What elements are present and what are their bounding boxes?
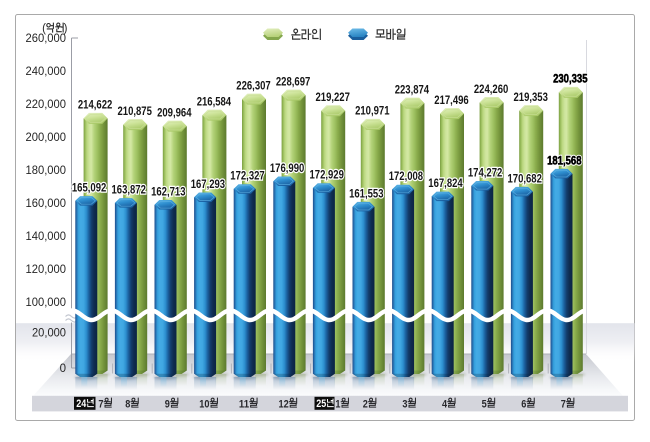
svg-text:2: 2	[363, 399, 368, 411]
svg-text:11: 11	[239, 399, 250, 411]
svg-text:167,824: 167,824	[428, 176, 463, 190]
svg-text:224,260: 224,260	[474, 82, 509, 96]
svg-text:167,293: 167,293	[191, 177, 226, 191]
svg-text:163,872: 163,872	[112, 183, 147, 197]
svg-text:180,000: 180,000	[26, 165, 67, 177]
svg-text:0: 0	[60, 363, 66, 375]
svg-text:12: 12	[279, 399, 289, 411]
svg-text:1: 1	[335, 399, 341, 411]
svg-text:240,000: 240,000	[26, 66, 67, 78]
svg-text:174,272: 174,272	[468, 166, 503, 180]
svg-text:228,697: 228,697	[276, 74, 311, 88]
svg-text:161,553: 161,553	[349, 186, 384, 200]
svg-text:200,000: 200,000	[26, 132, 67, 144]
svg-text:8: 8	[125, 399, 130, 411]
svg-text:(: (	[42, 23, 46, 35]
svg-text:160,000: 160,000	[26, 198, 67, 210]
svg-text:140,000: 140,000	[26, 231, 67, 243]
svg-text:6: 6	[521, 399, 526, 411]
svg-text:10: 10	[199, 399, 209, 411]
svg-text:5: 5	[482, 399, 488, 411]
svg-text:226,307: 226,307	[236, 78, 271, 92]
svg-text:172,327: 172,327	[230, 169, 265, 183]
svg-text:210,875: 210,875	[118, 104, 153, 118]
svg-text:7: 7	[98, 399, 103, 411]
svg-text:219,227: 219,227	[316, 90, 351, 104]
svg-text:25: 25	[316, 398, 326, 410]
svg-text:9: 9	[165, 399, 170, 411]
svg-text:230,335: 230,335	[553, 72, 588, 86]
svg-text:209,964: 209,964	[157, 105, 192, 119]
svg-text:170,682: 170,682	[508, 171, 543, 185]
svg-text:3: 3	[402, 399, 407, 411]
svg-text:260,000: 260,000	[26, 33, 67, 45]
svg-text:217,496: 217,496	[434, 93, 469, 107]
svg-text:100,000: 100,000	[26, 297, 67, 309]
svg-text:172,929: 172,929	[310, 168, 345, 182]
svg-text:172,008: 172,008	[389, 169, 424, 183]
svg-text:120,000: 120,000	[26, 264, 67, 276]
svg-text:214,622: 214,622	[78, 98, 113, 112]
svg-text:219,353: 219,353	[514, 90, 549, 104]
svg-text:220,000: 220,000	[26, 99, 67, 111]
svg-text:162,713: 162,713	[151, 185, 186, 199]
svg-text:165,092: 165,092	[72, 181, 107, 195]
svg-text:210,971: 210,971	[355, 104, 390, 118]
svg-text:230,335: 230,335	[553, 72, 588, 86]
svg-text:7: 7	[561, 399, 566, 411]
svg-text:24: 24	[76, 398, 87, 410]
svg-text:176,990: 176,990	[270, 161, 305, 175]
svg-text:20,000: 20,000	[32, 328, 66, 340]
svg-text:): )	[64, 23, 68, 35]
svg-text:181,568: 181,568	[547, 153, 582, 167]
svg-text:216,584: 216,584	[197, 94, 232, 108]
svg-text:223,874: 223,874	[395, 82, 430, 96]
svg-text:181,568: 181,568	[547, 153, 582, 167]
svg-text:4: 4	[442, 399, 448, 411]
